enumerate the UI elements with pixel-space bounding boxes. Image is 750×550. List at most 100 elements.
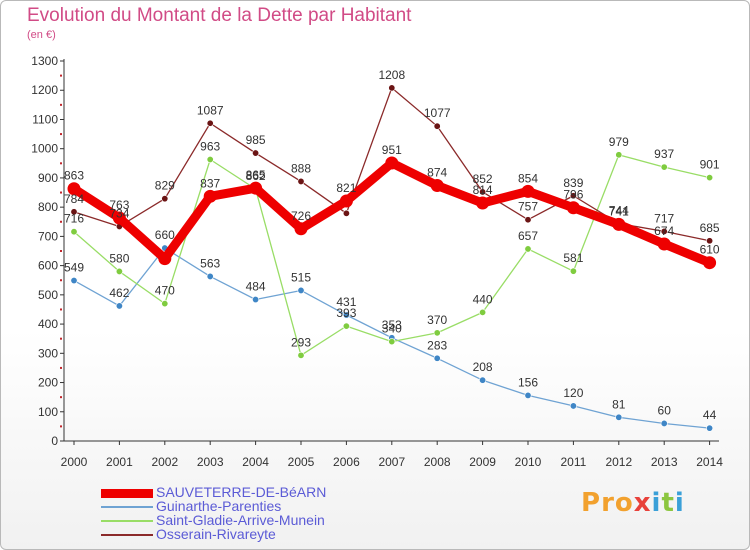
x-tick-label: 2001: [106, 455, 133, 469]
data-point: [297, 177, 305, 185]
data-label: 937: [654, 147, 674, 161]
data-label: 44: [703, 408, 717, 422]
logo-letter: x: [633, 488, 652, 518]
data-point: [706, 174, 714, 182]
data-point: [161, 195, 169, 203]
x-tick-label: 2004: [242, 455, 269, 469]
data-point: [70, 228, 78, 236]
logo-letter: i: [651, 488, 662, 518]
data-label: 821: [336, 181, 356, 195]
y-tick-label: 900: [38, 171, 58, 185]
data-point: [521, 184, 535, 198]
legend-swatch: [101, 534, 153, 536]
data-label: 734: [109, 206, 129, 220]
data-point: [388, 338, 396, 346]
data-label: 60: [658, 403, 672, 417]
data-point: [524, 216, 532, 224]
data-point: [70, 208, 78, 216]
data-point: [70, 277, 78, 285]
x-tick-label: 2002: [151, 455, 178, 469]
x-tick-label: 2007: [378, 455, 405, 469]
logo-letter: o: [614, 488, 634, 518]
data-point: [67, 182, 81, 196]
y-minor-tick: [60, 337, 62, 340]
x-tick-label: 2009: [469, 455, 496, 469]
legend-label: SAUVETERRE-DE-BéARN: [156, 484, 327, 500]
data-label: 293: [291, 335, 311, 349]
data-label: 717: [654, 211, 674, 225]
chart-title: Evolution du Montant de la Dette par Hab…: [27, 5, 412, 26]
data-label: 744: [609, 204, 629, 218]
data-point: [249, 181, 263, 195]
y-minor-tick: [60, 191, 62, 194]
data-point: [703, 256, 717, 270]
y-tick-label: 300: [38, 346, 58, 360]
logo-letter: t: [661, 488, 675, 518]
data-label: 515: [291, 270, 311, 284]
x-tick-label: 2000: [61, 455, 88, 469]
legend-swatch: [101, 489, 153, 498]
y-minor-tick: [60, 366, 62, 369]
data-label: 716: [64, 212, 84, 226]
x-tick-label: 2014: [696, 455, 723, 469]
data-label: 854: [518, 171, 538, 185]
data-label: 674: [654, 224, 674, 238]
data-label: 757: [518, 200, 538, 214]
data-point: [524, 391, 532, 399]
data-label: 660: [155, 228, 175, 242]
data-label: 610: [700, 243, 720, 257]
data-label: 393: [336, 306, 356, 320]
data-point: [388, 84, 396, 92]
y-tick-label: 100: [38, 405, 58, 419]
data-label: 741: [609, 204, 629, 218]
y-minor-tick: [60, 308, 62, 311]
data-point: [252, 149, 260, 157]
x-tick-label: 2008: [424, 455, 451, 469]
y-minor-tick: [60, 220, 62, 223]
data-label: 208: [473, 360, 493, 374]
data-point: [660, 419, 668, 427]
data-point: [297, 351, 305, 359]
data-label: 370: [427, 313, 447, 327]
data-point: [294, 222, 308, 236]
data-point: [569, 192, 577, 200]
data-point: [657, 237, 671, 251]
data-label: 353: [382, 318, 402, 332]
x-tick-label: 2005: [288, 455, 315, 469]
data-label: 340: [382, 322, 402, 336]
chart-subtitle: (en €): [27, 29, 56, 41]
y-minor-tick: [60, 396, 62, 399]
data-point: [569, 267, 577, 275]
data-point: [297, 286, 305, 294]
x-tick-label: 2013: [651, 455, 678, 469]
data-label: 839: [563, 176, 583, 190]
data-point: [433, 122, 441, 130]
data-point: [612, 217, 626, 231]
data-label: 863: [64, 169, 84, 183]
data-point: [203, 189, 217, 203]
data-label: 81: [612, 397, 626, 411]
y-minor-tick: [60, 103, 62, 106]
data-point: [161, 300, 169, 308]
data-label: 470: [155, 284, 175, 298]
data-label: 837: [200, 176, 220, 190]
x-tick-label: 2006: [333, 455, 360, 469]
y-minor-tick: [60, 250, 62, 252]
data-label: 563: [200, 256, 220, 270]
data-label: 581: [563, 251, 583, 265]
data-label: 763: [109, 198, 129, 212]
proxiti-logo: Proxiti: [581, 488, 685, 518]
data-point: [660, 227, 668, 235]
y-minor-tick: [60, 162, 62, 165]
data-label: 1077: [424, 106, 451, 120]
data-point: [706, 237, 714, 245]
y-minor-tick: [60, 425, 62, 428]
data-point: [566, 201, 580, 215]
data-point: [385, 156, 399, 170]
data-point: [112, 211, 126, 225]
y-tick-label: 700: [38, 229, 58, 243]
legend-label: Guinarthe-Parenties: [156, 498, 282, 514]
y-tick-label: 0: [51, 434, 58, 448]
data-point: [158, 252, 172, 266]
